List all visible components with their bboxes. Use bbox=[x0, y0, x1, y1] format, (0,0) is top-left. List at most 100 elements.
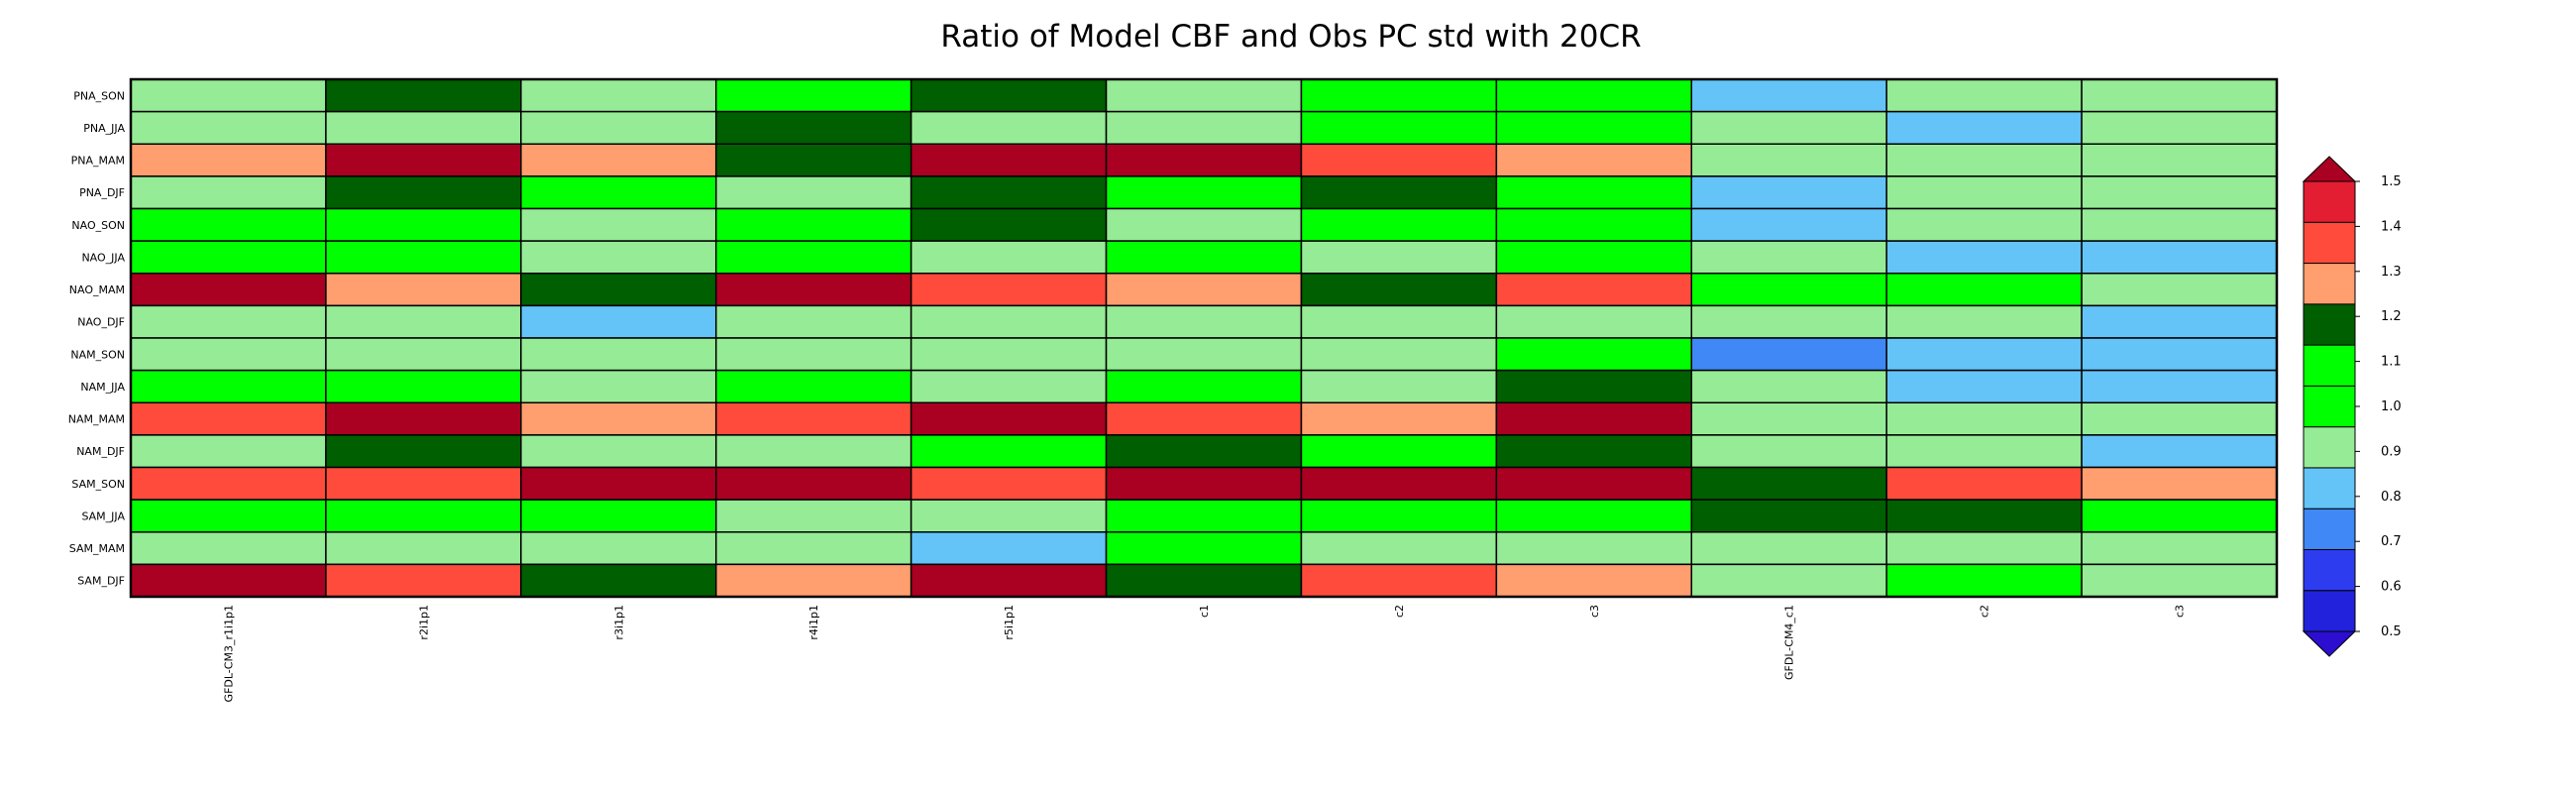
heatmap-cell bbox=[325, 531, 522, 566]
column-label: GFDL-CM3_r1i1p1 bbox=[222, 605, 235, 702]
heatmap-cell bbox=[910, 401, 1108, 436]
heatmap-cell bbox=[1885, 207, 2083, 242]
heatmap-cell bbox=[130, 143, 327, 177]
heatmap-cell bbox=[2081, 175, 2278, 210]
row-label: PNA_JJA bbox=[83, 122, 125, 135]
heatmap-cell bbox=[2081, 240, 2278, 275]
row-label: PNA_MAM bbox=[71, 155, 125, 168]
colorbar-tick-label: 1.5 bbox=[2381, 174, 2402, 189]
heatmap-cell bbox=[1300, 207, 1498, 242]
heatmap-cell bbox=[2081, 337, 2278, 372]
heatmap-cell bbox=[1690, 143, 1887, 177]
heatmap-cell bbox=[520, 143, 717, 177]
heatmap-cell bbox=[325, 240, 522, 275]
heatmap-cell bbox=[714, 337, 912, 372]
heatmap-cell bbox=[910, 466, 1108, 501]
heatmap-cell bbox=[1300, 78, 1498, 113]
colorbar: 0.5 0.6 0.7 0.8 0.9 1.0 1.1 1.2 1.3 1.4 1.5 bbox=[2302, 156, 2402, 657]
row-label: NAO_DJF bbox=[77, 316, 125, 329]
heatmap-cell bbox=[714, 110, 912, 145]
heatmap-cell bbox=[520, 78, 717, 113]
heatmap-cell bbox=[130, 240, 327, 275]
heatmap-cell bbox=[2081, 78, 2278, 113]
heatmap-cell bbox=[1495, 369, 1693, 403]
heatmap-cell bbox=[910, 143, 1108, 177]
heatmap-cell bbox=[520, 337, 717, 372]
heatmap-cell bbox=[2081, 304, 2278, 339]
heatmap-cell bbox=[1495, 78, 1693, 113]
heatmap-cell bbox=[1885, 110, 2083, 145]
heatmap-cell bbox=[1885, 240, 2083, 275]
heatmap-cell bbox=[130, 369, 327, 403]
heatmap-cell bbox=[1690, 240, 1887, 275]
colorbar-tick-label: 1.0 bbox=[2381, 399, 2402, 414]
colorbar-segment bbox=[2303, 467, 2356, 510]
heatmap-cell bbox=[520, 499, 717, 533]
colorbar-segment bbox=[2303, 548, 2356, 592]
heatmap-cell bbox=[1300, 369, 1498, 403]
heatmap-cell bbox=[714, 369, 912, 403]
heatmap-cell bbox=[1300, 273, 1498, 307]
heatmap-cell bbox=[325, 143, 522, 177]
heatmap-cell bbox=[1495, 143, 1693, 177]
heatmap-cell bbox=[130, 207, 327, 242]
heatmap-cell bbox=[714, 78, 912, 113]
row-label: NAM_SON bbox=[70, 348, 125, 361]
heatmap-cell bbox=[130, 273, 327, 307]
heatmap-cell bbox=[1300, 240, 1498, 275]
heatmap-cell bbox=[1690, 304, 1887, 339]
heatmap-cell bbox=[1105, 78, 1303, 113]
heatmap-cell bbox=[520, 110, 717, 145]
colorbar-segment bbox=[2303, 221, 2356, 265]
heatmap-cell bbox=[1300, 401, 1498, 436]
heatmap-cell bbox=[1105, 434, 1303, 469]
column-label: r2i1p1 bbox=[417, 605, 430, 640]
heatmap-cell bbox=[910, 434, 1108, 469]
heatmap-cell bbox=[520, 531, 717, 566]
colorbar-tick-label: 1.4 bbox=[2381, 219, 2402, 234]
heatmap-cell bbox=[1690, 369, 1887, 403]
heatmap-cell bbox=[130, 304, 327, 339]
colorbar-tick-label: 1.1 bbox=[2381, 355, 2402, 370]
row-label: SAM_MAM bbox=[69, 542, 125, 555]
column-label: c3 bbox=[1588, 605, 1601, 618]
heatmap-cell bbox=[130, 175, 327, 210]
heatmap-cell bbox=[325, 207, 522, 242]
heatmap-cell bbox=[520, 240, 717, 275]
heatmap-cell bbox=[1690, 110, 1887, 145]
heatmap-cell bbox=[325, 304, 522, 339]
heatmap-cell bbox=[130, 563, 327, 598]
heatmap-cell bbox=[1300, 466, 1498, 501]
colorbar-segment bbox=[2303, 385, 2356, 428]
heatmap-cell bbox=[325, 273, 522, 307]
heatmap-cell bbox=[325, 466, 522, 501]
heatmap-cell bbox=[2081, 563, 2278, 598]
heatmap-cell bbox=[1690, 175, 1887, 210]
heatmap-cell bbox=[1105, 337, 1303, 372]
heatmap-cell bbox=[325, 175, 522, 210]
colorbar-over-arrow bbox=[2302, 156, 2357, 182]
colorbar-segment bbox=[2303, 344, 2356, 387]
heatmap-cell bbox=[910, 531, 1108, 566]
heatmap-cell bbox=[1105, 531, 1303, 566]
row-label: NAO_SON bbox=[71, 219, 125, 232]
heatmap-cell bbox=[1690, 499, 1887, 533]
heatmap-cell bbox=[714, 143, 912, 177]
heatmap-cell bbox=[2081, 143, 2278, 177]
heatmap-cell bbox=[1690, 531, 1887, 566]
heatmap-cell bbox=[1690, 466, 1887, 501]
heatmap-cell bbox=[1105, 143, 1303, 177]
heatmap-cell bbox=[714, 499, 912, 533]
heatmap-cell bbox=[714, 401, 912, 436]
heatmap-cell bbox=[910, 273, 1108, 307]
heatmap-cell bbox=[325, 337, 522, 372]
heatmap-cell bbox=[325, 369, 522, 403]
heatmap-cell bbox=[1690, 207, 1887, 242]
heatmap-cell bbox=[910, 207, 1108, 242]
heatmap-cell bbox=[325, 401, 522, 436]
colorbar-segment bbox=[2303, 508, 2356, 550]
heatmap-cell bbox=[1300, 434, 1498, 469]
heatmap-cell bbox=[1300, 304, 1498, 339]
row-label: NAO_JJA bbox=[81, 251, 125, 264]
